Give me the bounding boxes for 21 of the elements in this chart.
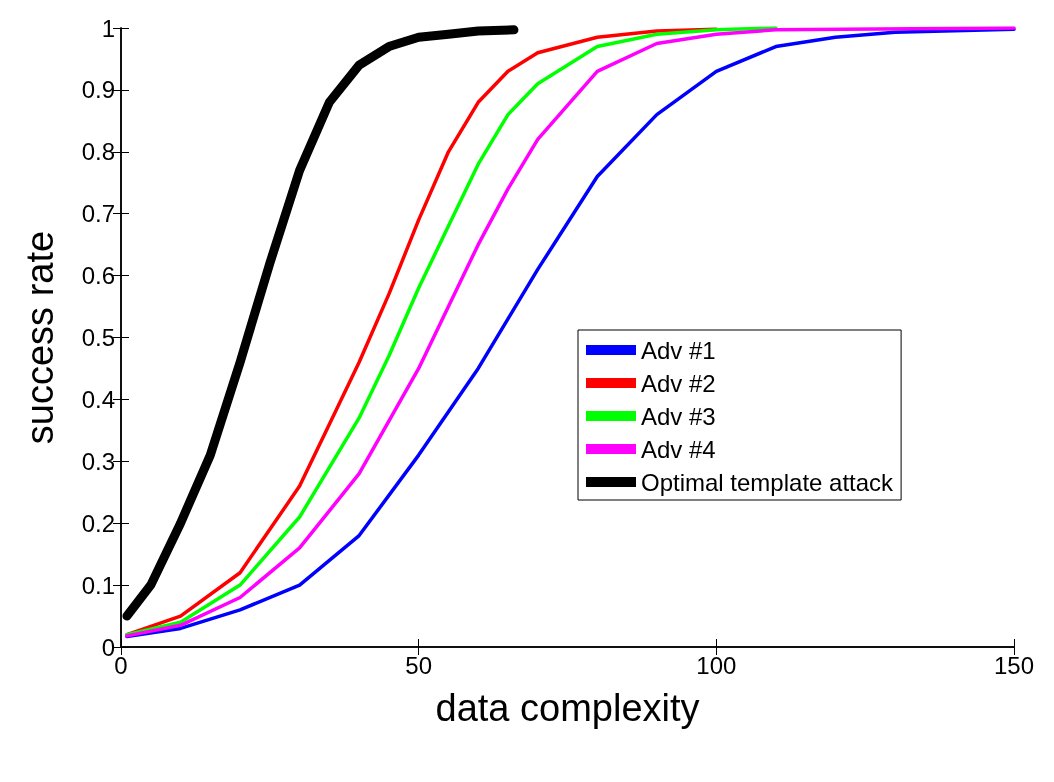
- legend-label: Adv #3: [641, 402, 716, 430]
- y-tick-label: 0.8: [81, 138, 115, 166]
- x-axis-title: data complexity: [435, 687, 700, 729]
- y-tick-label: 0.3: [81, 447, 115, 475]
- y-tick-label: 0.4: [81, 385, 115, 413]
- x-tick-label: 150: [993, 651, 1035, 679]
- y-tick-label: 0: [101, 633, 115, 661]
- legend-label: Adv #1: [641, 336, 716, 364]
- y-tick-label: 0.5: [81, 324, 115, 351]
- y-tick-label: 0.9: [81, 76, 115, 104]
- y-axis-title: success rate: [19, 230, 61, 445]
- x-tick-label: 50: [405, 651, 433, 679]
- legend-label: Adv #4: [641, 435, 716, 463]
- y-tick-label: 1: [101, 14, 115, 42]
- y-tick-label: 0.7: [81, 200, 115, 228]
- y-tick-label: 0.1: [81, 571, 115, 599]
- legend-label: Adv #2: [641, 369, 716, 397]
- y-tick-label: 0.6: [81, 262, 115, 290]
- legend-label: Optimal template attack: [641, 468, 895, 496]
- y-tick-label: 0.2: [81, 509, 115, 537]
- x-tick-label: 100: [696, 651, 737, 679]
